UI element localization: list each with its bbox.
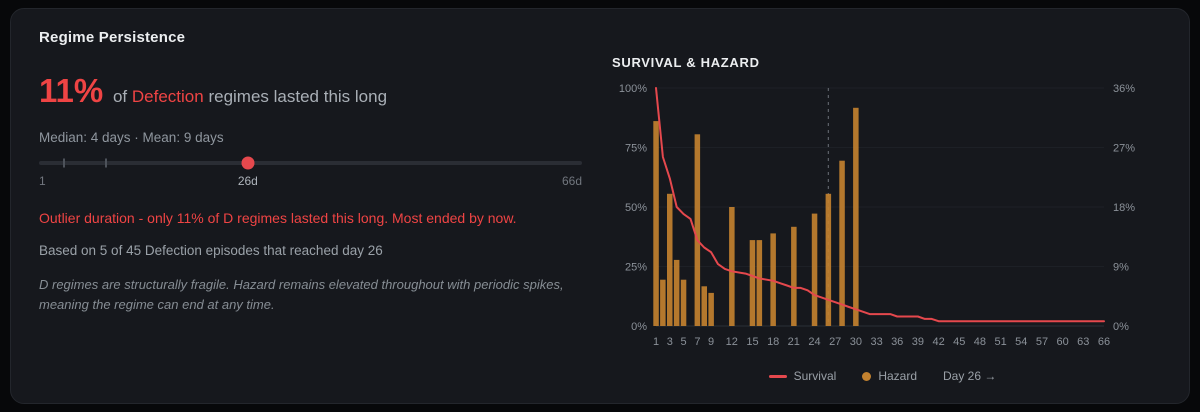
- left-axis-tick-label: 25%: [625, 262, 647, 274]
- hazard-bar: [673, 259, 680, 326]
- headline-prefix: of: [112, 87, 128, 106]
- slider-min-label: 1: [39, 174, 46, 188]
- right-axis-tick-label: 18%: [1113, 202, 1135, 214]
- headline: 11% of Defection regimes lasted this lon…: [39, 72, 582, 110]
- x-axis-tick-label: 54: [1015, 336, 1027, 348]
- x-axis-tick-label: 48: [974, 336, 986, 348]
- hazard-bar: [811, 213, 818, 326]
- hazard-bar: [660, 279, 666, 326]
- left-axis-tick-label: 100%: [619, 83, 647, 95]
- legend-day-marker: Day 26 →: [943, 369, 996, 383]
- slider-max-label: 66d: [561, 174, 582, 188]
- hazard-bar: [853, 107, 859, 326]
- slider-value-label: 26d: [237, 174, 258, 188]
- duration-slider-handle[interactable]: [241, 156, 255, 170]
- x-axis-tick-label: 18: [767, 336, 779, 348]
- hazard-bar: [653, 121, 659, 326]
- survival-hazard-chart: 100%75%50%25%0%36%27%18%9%0%1 3 5 7 9 12 15 18 2…: [619, 83, 1135, 348]
- hazard-bar: [680, 279, 687, 326]
- x-axis-tick-label: 3: [667, 336, 673, 348]
- legend-survival: Survival: [768, 369, 837, 383]
- chart-title: SURVIVAL & HAZARD: [612, 55, 760, 70]
- x-axis-tick-label: 12: [726, 336, 738, 348]
- headline-suffix: regimes lasted this long: [208, 87, 388, 106]
- headline-regime-name: Defection: [131, 87, 204, 106]
- hazard-bar: [749, 240, 756, 326]
- legend-hazard-label: Hazard: [878, 369, 917, 383]
- survival-line-swatch: [768, 374, 787, 378]
- right-axis-tick-label: 27%: [1113, 143, 1135, 155]
- x-axis-tick-label: 42: [932, 336, 944, 348]
- right-axis-tick-label: 9%: [1113, 262, 1129, 274]
- hazard-bar: [756, 240, 763, 326]
- hazard-bar: [729, 207, 735, 326]
- x-axis-tick-label: 9: [708, 336, 714, 348]
- x-axis-tick-label: 51: [994, 336, 1006, 348]
- x-axis-tick-label: 39: [912, 336, 924, 348]
- regime-note: D regimes are structurally fragile. Haza…: [39, 277, 564, 313]
- hazard-dot-swatch: [862, 371, 872, 381]
- x-axis-tick-label: 33: [870, 336, 882, 348]
- left-axis-tick-label: 0%: [631, 321, 647, 333]
- chart-legend: Survival Hazard Day 26 →: [610, 369, 1155, 383]
- x-axis-tick-label: 24: [808, 336, 820, 348]
- hazard-bar: [839, 160, 845, 326]
- right-axis-tick-label: 0%: [1113, 321, 1129, 333]
- x-axis-tick-label: 1: [653, 336, 659, 348]
- x-axis-tick-label: 60: [1056, 336, 1068, 348]
- legend-marker-label: Day 26 →: [943, 369, 997, 383]
- legend-hazard: Hazard: [862, 369, 917, 383]
- x-axis-tick-label: 30: [850, 336, 862, 348]
- median-mean-stats: Median: 4 days · Mean: 9 days: [39, 130, 224, 145]
- survival-line: [655, 87, 1105, 323]
- x-axis-tick-label: 7: [694, 336, 700, 348]
- slider-distribution-tick: [63, 158, 66, 168]
- panel-title: Regime Persistence: [39, 29, 186, 46]
- x-axis-tick-label: 57: [1036, 336, 1048, 348]
- x-axis-tick-label: 27: [829, 336, 841, 348]
- left-axis-tick-label: 50%: [625, 202, 647, 214]
- slider-distribution-tick: [104, 158, 107, 168]
- outlier-warning: Outlier duration - only 11% of D regimes…: [39, 210, 517, 226]
- slider-labels: 1 26d 66d: [39, 174, 582, 190]
- hazard-bar: [701, 286, 707, 326]
- x-axis-tick-label: 36: [891, 336, 903, 348]
- duration-slider-track[interactable]: [39, 156, 582, 170]
- x-axis-tick-label: 66: [1098, 336, 1110, 348]
- right-axis-tick-label: 36%: [1113, 83, 1135, 95]
- x-axis-tick-label: 21: [788, 336, 800, 348]
- summary-column: Regime Persistence 11% of Defection regi…: [11, 9, 596, 403]
- x-axis-tick-label: 45: [953, 336, 965, 348]
- x-axis-tick-label: 15: [746, 336, 758, 348]
- sample-basis: Based on 5 of 45 Defection episodes that…: [39, 243, 383, 258]
- duration-slider[interactable]: 1 26d 66d: [39, 156, 582, 190]
- headline-percent: 11%: [39, 72, 104, 109]
- left-axis-tick-label: 75%: [625, 143, 647, 155]
- hazard-bar: [825, 193, 832, 326]
- hazard-bar: [667, 193, 673, 326]
- legend-survival-label: Survival: [793, 369, 837, 383]
- x-axis-tick-label: 63: [1077, 336, 1089, 348]
- hazard-bar: [708, 292, 714, 326]
- regime-persistence-panel: Regime Persistence 11% of Defection regi…: [10, 8, 1190, 404]
- chart-column: SURVIVAL & HAZARD 100% 75% 50% 25% 0% 36% 27% 1…: [596, 9, 1189, 403]
- hazard-bar: [770, 233, 776, 326]
- x-axis-tick-label: 5: [681, 336, 687, 348]
- hazard-bar: [791, 226, 797, 326]
- hazard-bar: [694, 134, 701, 326]
